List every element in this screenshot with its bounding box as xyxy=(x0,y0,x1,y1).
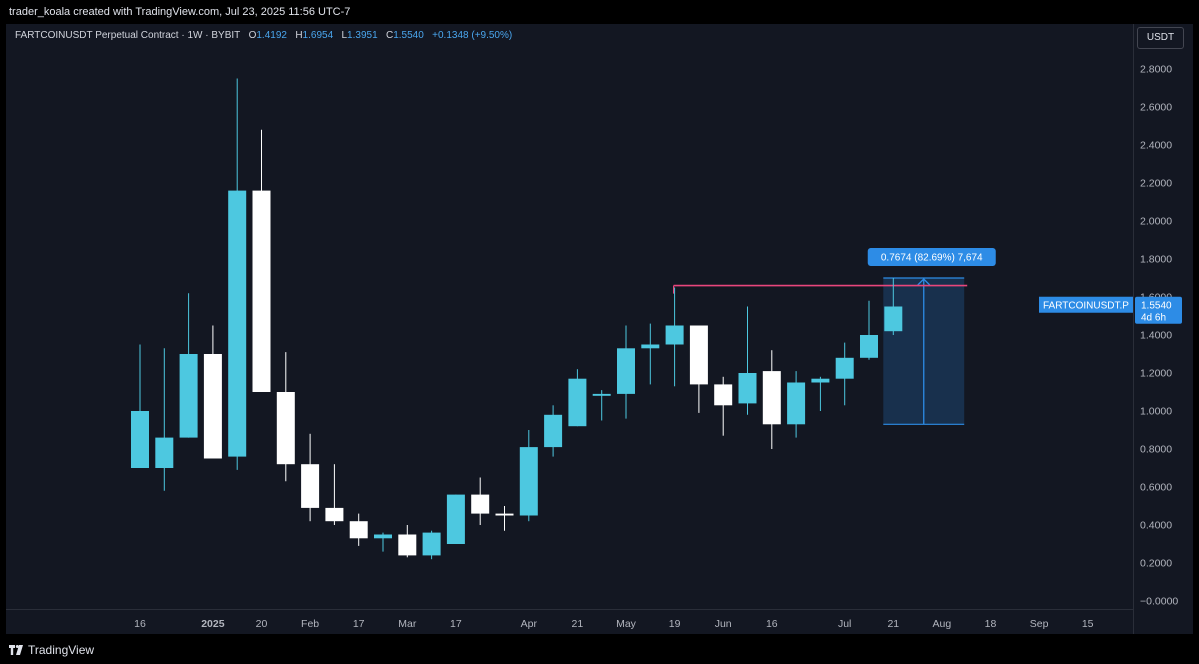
time-tick-label: 2025 xyxy=(201,618,225,630)
time-tick-label: Sep xyxy=(1030,618,1049,630)
legend-high-value: 1.6954 xyxy=(302,30,334,41)
top-bar: trader_koala created with TradingView.co… xyxy=(0,0,1199,24)
legend-symbol[interactable]: FARTCOINUSDT Perpetual Contract · 1W · B… xyxy=(15,30,241,41)
candle-down[interactable] xyxy=(203,354,222,459)
candle-up[interactable] xyxy=(617,348,635,394)
time-tick-label: 17 xyxy=(353,618,365,630)
candle-up[interactable] xyxy=(422,532,441,556)
candle-up[interactable] xyxy=(665,325,684,345)
time-tick-label: Aug xyxy=(933,618,952,630)
measure-arrow-head xyxy=(917,278,931,286)
price-tick-label: 1.2000 xyxy=(1140,368,1172,380)
candle-down[interactable] xyxy=(301,464,320,508)
time-tick-label: 15 xyxy=(1082,618,1094,630)
candle-up[interactable] xyxy=(179,354,198,438)
price-tick-label: 1.8000 xyxy=(1140,254,1172,266)
time-tick-label: Jul xyxy=(838,618,851,630)
time-tick-label: 20 xyxy=(256,618,268,630)
price-tick-label: 0.2000 xyxy=(1140,558,1172,570)
bottom-bar xyxy=(0,636,1199,664)
candle-up[interactable] xyxy=(155,437,174,468)
candle-up[interactable] xyxy=(835,357,854,379)
price-tick-label: −0.0000 xyxy=(1140,596,1178,608)
time-tick-label: 19 xyxy=(669,618,681,630)
time-axis[interactable] xyxy=(6,610,1133,634)
candle-up[interactable] xyxy=(860,335,878,358)
time-tick-label: 18 xyxy=(985,618,997,630)
candle-down[interactable] xyxy=(276,392,295,465)
chart-pane[interactable] xyxy=(6,24,1193,634)
candle-up[interactable] xyxy=(592,393,611,396)
price-tick-label: 1.4000 xyxy=(1140,330,1172,342)
symbol-legend: FARTCOINUSDT Perpetual Contract · 1W · B… xyxy=(15,30,512,41)
brand-name: TradingView xyxy=(28,643,95,657)
candle-down[interactable] xyxy=(689,325,708,385)
symbol-name-label: FARTCOINUSDT.P xyxy=(1043,301,1129,312)
price-tick-label: 2.4000 xyxy=(1140,140,1172,152)
time-tick-label: 16 xyxy=(134,618,146,630)
time-tick-label: 21 xyxy=(887,618,899,630)
candle-up[interactable] xyxy=(519,447,538,516)
candle-down[interactable] xyxy=(471,494,490,514)
candle-down[interactable] xyxy=(398,534,417,556)
last-price-label: 1.5540 xyxy=(1141,301,1172,312)
candle-down[interactable] xyxy=(762,371,781,425)
legend-open-value: 1.4192 xyxy=(256,30,287,41)
legend-low-value: 1.3951 xyxy=(347,30,378,41)
price-tick-label: 0.6000 xyxy=(1140,482,1172,494)
tradingview-brand[interactable]: TradingView xyxy=(9,643,94,657)
tradingview-logo-icon xyxy=(9,645,23,655)
candle-up[interactable] xyxy=(568,378,587,427)
symbol-price-tag[interactable] xyxy=(1039,296,1133,313)
time-tick-label: May xyxy=(616,618,637,630)
time-tick-label: 21 xyxy=(572,618,584,630)
candle-down[interactable] xyxy=(495,513,514,516)
last-price-tag[interactable] xyxy=(1135,296,1182,324)
legend-high-label: H xyxy=(295,30,303,41)
candle-up[interactable] xyxy=(544,414,563,448)
candle-down[interactable] xyxy=(349,521,368,539)
price-tick-label: 2.0000 xyxy=(1140,216,1172,228)
time-tick-label: Apr xyxy=(521,618,538,630)
legend-close-label: C xyxy=(385,30,394,41)
time-tick-label: Jun xyxy=(715,618,732,630)
candle-down[interactable] xyxy=(714,384,733,406)
measure-label-text: 0.7674 (82.69%) 7,674 xyxy=(881,253,983,264)
candle-down[interactable] xyxy=(252,190,271,392)
candle-up[interactable] xyxy=(641,344,660,349)
measure-label-badge[interactable] xyxy=(867,248,996,266)
time-tick-label: Mar xyxy=(398,618,417,630)
price-tick-label: 0.4000 xyxy=(1140,520,1172,532)
price-tick-label: 2.2000 xyxy=(1140,178,1172,190)
price-tick-label: 1.0000 xyxy=(1140,406,1172,418)
legend-low-label: L xyxy=(341,30,348,41)
legend-close-value: 1.5540 xyxy=(393,30,424,41)
candle-up[interactable] xyxy=(228,190,247,457)
candle-up[interactable] xyxy=(787,382,806,425)
legend-open-label: O xyxy=(248,30,257,41)
time-tick-label: Feb xyxy=(301,618,319,630)
candle-up[interactable] xyxy=(446,494,465,544)
candle-up[interactable] xyxy=(374,534,392,539)
candle-up[interactable] xyxy=(811,378,830,383)
bar-countdown-label: 4d 6h xyxy=(1141,313,1166,324)
price-tick-label: 2.6000 xyxy=(1140,102,1172,114)
time-tick-label: 17 xyxy=(450,618,462,630)
author-credit: trader_koala created with TradingView.co… xyxy=(9,6,351,18)
time-tick-label: 16 xyxy=(766,618,778,630)
candle-up[interactable] xyxy=(884,306,903,332)
candle-down[interactable] xyxy=(325,507,344,522)
price-tick-label: 2.8000 xyxy=(1140,64,1172,76)
candle-up[interactable] xyxy=(131,411,149,468)
candle-up[interactable] xyxy=(738,373,757,404)
currency-button[interactable]: USDT xyxy=(1137,27,1184,49)
price-tick-label: 0.8000 xyxy=(1140,444,1172,456)
legend-change-value: +0.1348 (+9.50%) xyxy=(432,30,513,41)
